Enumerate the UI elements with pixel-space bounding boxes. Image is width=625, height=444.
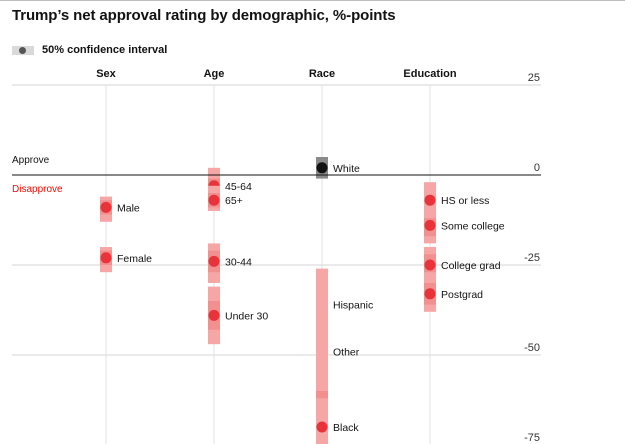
category-header: Education [403,68,456,80]
data-label: Female [117,253,152,265]
data-label: Other [333,346,360,358]
data-label: College grad [441,260,501,272]
data-label: 65+ [225,195,243,207]
disapprove-label: Disapprove [12,184,63,195]
data-point [424,194,436,206]
data-label: HS or less [441,195,489,207]
top-rule [0,0,625,1]
legend-dot-icon [19,46,26,54]
data-point [100,201,112,213]
data-label: 30-44 [225,256,252,268]
confidence-interval-core [316,391,328,399]
data-label: Male [117,202,140,214]
data-label: 45-64 [225,181,252,193]
data-label: Hispanic [333,300,373,312]
data-point [316,162,328,174]
data-point [316,421,328,433]
y-tick-label: -25 [524,252,540,264]
data-point [424,259,436,271]
approve-label: Approve [12,155,50,166]
data-point [100,252,112,264]
category-header: Sex [96,68,116,80]
data-label: Some college [441,220,505,232]
confidence-interval-bar [316,268,328,444]
chart-title: Trump’s net approval rating by demograph… [12,7,396,24]
data-label: Postgrad [441,289,483,301]
y-tick-label: 0 [534,162,540,174]
data-point [208,255,220,267]
data-label: White [333,163,360,175]
data-point [208,309,220,321]
y-tick-label: 25 [528,72,540,84]
y-tick-label: -50 [524,342,540,354]
y-tick-label: -75 [524,432,540,444]
data-point [208,194,220,206]
category-header: Race [309,68,335,80]
category-header: Age [204,68,225,80]
data-label: Under 30 [225,310,268,322]
data-point [424,288,436,300]
confidence-interval-swatch [12,45,34,55]
data-point [424,219,436,231]
legend: 50% confidence interval [12,44,167,56]
data-label: Black [333,422,359,434]
legend-label: 50% confidence interval [42,44,168,56]
